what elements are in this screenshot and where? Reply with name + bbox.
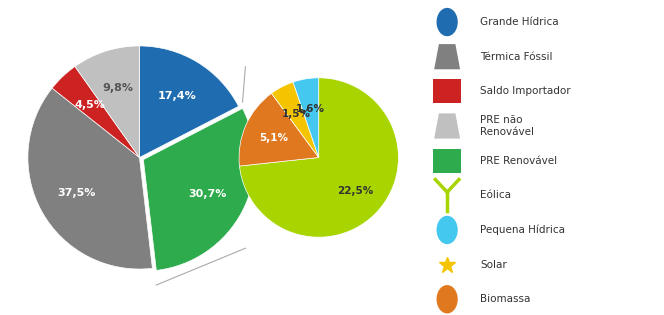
Text: 1,6%: 1,6% xyxy=(296,104,325,114)
Text: PRE não
Renovável: PRE não Renovável xyxy=(480,115,534,137)
Text: 30,7%: 30,7% xyxy=(188,189,226,199)
Text: Eólica: Eólica xyxy=(480,190,511,200)
Text: Solar: Solar xyxy=(480,260,507,270)
Polygon shape xyxy=(434,113,460,139)
Circle shape xyxy=(436,285,457,313)
Wedge shape xyxy=(143,108,255,270)
Wedge shape xyxy=(28,88,153,269)
Wedge shape xyxy=(293,78,319,158)
Circle shape xyxy=(436,216,457,244)
Wedge shape xyxy=(139,46,238,158)
Text: Grande Hídrica: Grande Hídrica xyxy=(480,17,559,27)
Text: Térmica Fóssil: Térmica Fóssil xyxy=(480,52,552,62)
Circle shape xyxy=(436,8,457,36)
FancyBboxPatch shape xyxy=(433,149,461,173)
Wedge shape xyxy=(272,82,319,158)
Wedge shape xyxy=(240,78,398,237)
Text: 22,5%: 22,5% xyxy=(337,186,374,196)
Polygon shape xyxy=(434,44,460,69)
Wedge shape xyxy=(239,93,319,166)
Text: 37,5%: 37,5% xyxy=(57,188,95,198)
Text: Pequena Hídrica: Pequena Hídrica xyxy=(480,225,565,235)
Text: 9,8%: 9,8% xyxy=(102,83,133,94)
FancyBboxPatch shape xyxy=(433,79,461,103)
Text: 4,5%: 4,5% xyxy=(74,100,105,110)
Text: 17,4%: 17,4% xyxy=(158,91,197,100)
Text: 1,5%: 1,5% xyxy=(282,109,310,119)
Text: Biomassa: Biomassa xyxy=(480,294,531,304)
Wedge shape xyxy=(75,46,139,158)
Wedge shape xyxy=(52,66,139,158)
Text: 5,1%: 5,1% xyxy=(259,133,288,143)
Text: PRE Renovável: PRE Renovável xyxy=(480,156,557,166)
Text: Saldo Importador: Saldo Importador xyxy=(480,86,571,96)
